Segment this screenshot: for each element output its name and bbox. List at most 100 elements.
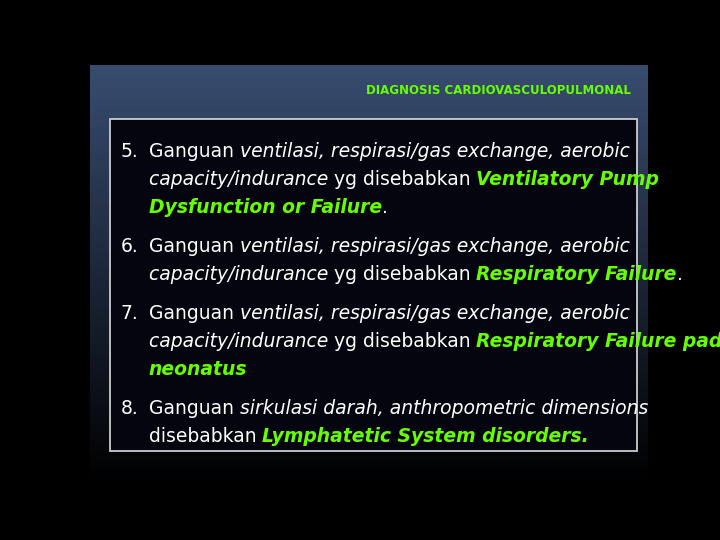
Bar	[90, 99, 648, 103]
Bar	[90, 307, 648, 311]
Bar	[90, 397, 648, 401]
Bar	[90, 96, 648, 99]
Bar	[90, 290, 648, 294]
Bar	[90, 332, 648, 335]
Bar	[90, 408, 648, 411]
Bar	[90, 304, 648, 307]
Bar	[90, 120, 648, 124]
Bar	[90, 394, 648, 397]
Bar	[90, 141, 648, 145]
Text: 7.: 7.	[121, 304, 138, 323]
Bar	[90, 363, 648, 366]
Bar	[90, 151, 648, 155]
Bar	[90, 401, 648, 404]
Text: .: .	[382, 198, 387, 217]
Bar	[90, 387, 648, 390]
Bar	[90, 456, 648, 460]
Bar	[90, 460, 648, 463]
Bar	[90, 79, 648, 82]
Bar	[90, 221, 648, 224]
Bar	[90, 342, 648, 346]
Text: 8.: 8.	[121, 399, 138, 418]
Bar	[90, 165, 648, 168]
Text: capacity/indurance: capacity/indurance	[148, 265, 334, 284]
Text: Dysfunction or Failure: Dysfunction or Failure	[148, 198, 382, 217]
Text: 5.: 5.	[121, 141, 138, 161]
Bar	[90, 186, 648, 190]
Bar	[90, 356, 648, 359]
Bar	[90, 68, 648, 72]
Bar	[90, 280, 648, 283]
Bar	[90, 204, 648, 207]
Bar	[90, 193, 648, 197]
Bar	[90, 124, 648, 127]
Bar	[90, 314, 648, 318]
Bar	[90, 276, 648, 280]
Bar	[90, 422, 648, 425]
Bar	[90, 453, 648, 456]
Bar	[90, 470, 648, 474]
Bar	[90, 103, 648, 106]
Text: yg disebabkan: yg disebabkan	[334, 265, 477, 284]
Bar	[90, 415, 648, 418]
Bar	[90, 339, 648, 342]
Bar	[90, 117, 648, 120]
Text: Respiratory Failure pada: Respiratory Failure pada	[477, 332, 720, 351]
Bar	[90, 353, 648, 356]
Text: neonatus: neonatus	[148, 360, 247, 380]
Bar	[90, 269, 648, 273]
Bar	[90, 234, 648, 238]
Bar	[90, 432, 648, 436]
Bar	[90, 172, 648, 176]
Bar	[90, 439, 648, 442]
Bar	[90, 217, 648, 221]
Text: .: .	[677, 265, 683, 284]
Bar	[90, 241, 648, 245]
Bar	[90, 467, 648, 470]
Bar	[90, 477, 648, 481]
Text: 6.: 6.	[121, 237, 138, 256]
Bar	[90, 168, 648, 172]
Bar	[90, 183, 648, 186]
Bar	[90, 418, 648, 422]
Bar	[90, 335, 648, 339]
Bar	[90, 293, 648, 297]
Text: Ganguan: Ganguan	[148, 399, 240, 418]
Text: capacity/indurance: capacity/indurance	[148, 170, 334, 189]
Bar	[90, 318, 648, 321]
Bar	[90, 442, 648, 446]
Bar	[90, 176, 648, 179]
Text: ventilasi, respirasi/gas exchange, aerobic: ventilasi, respirasi/gas exchange, aerob…	[240, 141, 629, 161]
Text: capacity/indurance: capacity/indurance	[148, 332, 334, 351]
Text: ventilasi, respirasi/gas exchange, aerobic: ventilasi, respirasi/gas exchange, aerob…	[240, 304, 629, 323]
Bar	[90, 214, 648, 217]
Bar	[90, 373, 648, 377]
Text: disebabkan: disebabkan	[148, 427, 262, 447]
Text: ventilasi, respirasi/gas exchange, aerobic: ventilasi, respirasi/gas exchange, aerob…	[240, 237, 629, 256]
Bar	[90, 131, 648, 134]
Text: yg disebabkan: yg disebabkan	[334, 170, 477, 189]
Bar	[90, 377, 648, 380]
Bar	[90, 366, 648, 370]
Bar	[90, 404, 648, 408]
Bar	[90, 138, 648, 141]
Bar	[90, 370, 648, 373]
Bar	[90, 346, 648, 349]
Text: Ganguan: Ganguan	[148, 304, 240, 323]
Bar	[90, 252, 648, 255]
Bar	[90, 359, 648, 363]
Text: Ganguan: Ganguan	[148, 141, 240, 161]
Bar	[90, 92, 648, 96]
Bar	[90, 287, 648, 290]
Bar	[90, 85, 648, 89]
Bar	[90, 207, 648, 210]
Bar	[90, 211, 648, 214]
Bar	[90, 390, 648, 394]
Bar	[90, 436, 648, 439]
Bar	[90, 82, 648, 85]
Bar	[90, 266, 648, 269]
Bar	[90, 383, 648, 387]
Bar	[90, 65, 648, 68]
Bar	[90, 300, 648, 304]
Bar	[90, 273, 648, 276]
